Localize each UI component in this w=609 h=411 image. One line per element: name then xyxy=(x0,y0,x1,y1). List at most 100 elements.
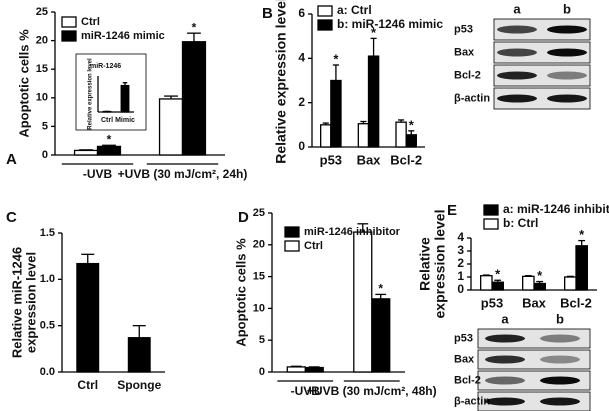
legend-swatch xyxy=(61,16,77,28)
significance-marker: * xyxy=(378,282,383,296)
y-tick-label: 1.5 xyxy=(40,227,55,239)
bar xyxy=(76,262,100,373)
x-tick-label: p53 xyxy=(320,152,342,167)
x-tick-label: Sponge xyxy=(117,378,161,392)
x-tick-label: Bcl-2 xyxy=(390,152,422,167)
significance-marker: * xyxy=(371,25,377,40)
bar xyxy=(357,123,370,148)
blot-band xyxy=(540,397,580,406)
y-tick-label: 15 xyxy=(36,63,48,75)
bar xyxy=(320,124,332,148)
x-tick-label: Bax xyxy=(357,152,382,167)
blot-row-label: Bax xyxy=(454,46,475,58)
bar xyxy=(480,275,493,291)
inset-frame xyxy=(75,53,147,131)
y-axis-label: Relative expression level xyxy=(88,58,94,130)
blot-strip xyxy=(477,328,591,349)
y-tick-label: 1.0 xyxy=(40,273,55,285)
blot-strip xyxy=(493,64,591,87)
y-tick-label: 5 xyxy=(42,120,48,132)
y-tick-label: 0 xyxy=(42,149,48,161)
significance-marker: * xyxy=(107,132,112,146)
y-tick-label: 1 xyxy=(457,269,464,283)
significance-marker: * xyxy=(192,20,197,34)
blot-band xyxy=(485,376,525,385)
y-tick-label: 0 xyxy=(298,139,305,153)
x-tick-label: Bcl-2 xyxy=(560,295,592,310)
blot-band xyxy=(547,25,587,34)
panel-letter: D xyxy=(238,209,249,226)
legend-label: b: miR-1246 mimic xyxy=(337,17,443,31)
y-tick-label: 6 xyxy=(298,6,305,20)
bar xyxy=(127,337,151,373)
legend-swatch xyxy=(483,218,499,230)
inset-title: miR-1246 xyxy=(90,63,121,70)
y-axis-label: Relative xyxy=(417,237,433,291)
legend-label: Ctrl xyxy=(304,240,323,252)
bar xyxy=(120,84,130,113)
y-axis-label: Relative miR-1246 xyxy=(9,247,24,358)
bar xyxy=(533,282,546,291)
x-tick-label: Bax xyxy=(522,295,547,310)
y-tick-label: 4 xyxy=(457,230,464,244)
legend-label: miR-1246 mimic xyxy=(81,30,165,42)
y-tick-label: 10 xyxy=(253,302,265,314)
bar xyxy=(491,281,504,291)
bar xyxy=(367,55,380,148)
blot-band xyxy=(547,48,587,57)
y-tick-label: 25 xyxy=(253,207,265,219)
lane-label: b xyxy=(556,311,564,326)
legend-swatch xyxy=(284,226,300,238)
x-tick-label: -UVB xyxy=(83,167,113,181)
bar xyxy=(73,149,99,156)
bar xyxy=(330,79,342,148)
bar xyxy=(96,145,122,156)
bar xyxy=(564,276,577,291)
y-tick-label: 4 xyxy=(298,51,305,65)
lane-label: a xyxy=(501,311,509,326)
y-tick-label: 10 xyxy=(36,92,48,104)
significance-marker: * xyxy=(495,267,501,282)
y-tick-label: 20 xyxy=(253,239,265,251)
x-tick-label: +UVB (30 mJ/cm², 24h) xyxy=(118,167,248,181)
y-tick-label: 0.5 xyxy=(40,320,55,332)
blot-band xyxy=(497,94,537,103)
y-tick-label: 25 xyxy=(36,6,48,18)
panel-letter: C xyxy=(6,209,17,226)
blot-band xyxy=(540,355,580,364)
legend-swatch xyxy=(61,30,77,42)
y-tick-label: 2 xyxy=(457,256,464,270)
panel-letter: E xyxy=(447,202,457,219)
blot-strip xyxy=(477,391,591,411)
legend-swatch xyxy=(284,240,300,252)
blot-row-label: Bcl-2 xyxy=(454,374,481,386)
legend-label: Ctrl xyxy=(81,16,100,28)
blot-band xyxy=(540,376,580,385)
panel-letter: B xyxy=(262,5,273,22)
blot-row-label: Bcl-2 xyxy=(454,69,481,81)
bar xyxy=(286,366,306,373)
legend-swatch xyxy=(483,204,499,216)
significance-marker: * xyxy=(537,268,543,283)
blot-row-label: β-actin xyxy=(454,92,490,104)
y-tick-label: 0 xyxy=(457,282,464,296)
bar xyxy=(353,231,373,373)
blot-band xyxy=(497,25,537,34)
x-tick-label: Ctrl xyxy=(77,378,98,392)
y-tick-label: 5 xyxy=(259,334,265,346)
blot-band xyxy=(497,71,537,80)
y-tick-label: 15 xyxy=(253,271,265,283)
bar xyxy=(371,298,391,373)
blot-band xyxy=(547,71,587,80)
y-tick-label: 3 xyxy=(457,243,464,257)
blot-strip xyxy=(493,18,591,41)
x-tick-label: p53 xyxy=(481,295,503,310)
bar xyxy=(304,366,324,373)
blot-row-label: p53 xyxy=(454,23,473,35)
y-tick-label: 2 xyxy=(298,95,305,109)
panel-letter: A xyxy=(6,151,17,168)
y-axis-label: expression level xyxy=(23,252,38,353)
blot-strip xyxy=(477,349,591,370)
blot-row-label: β-actin xyxy=(454,395,490,407)
